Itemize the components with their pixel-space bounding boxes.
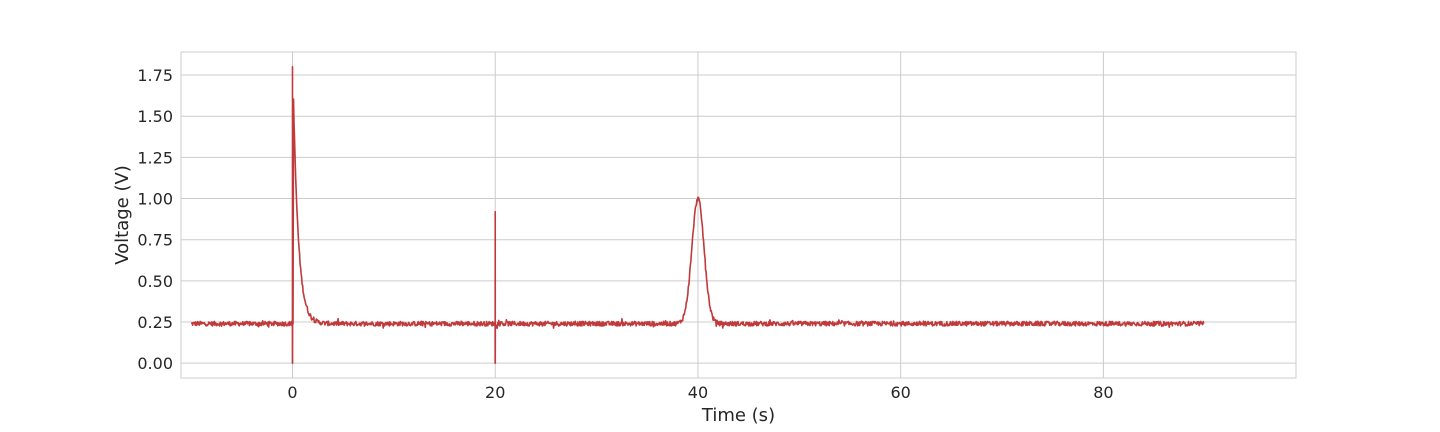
x-tick-label: 20 — [485, 383, 505, 402]
voltage-series — [190, 66, 1205, 364]
y-grid-lines — [181, 74, 1296, 364]
y-tick-labels: 0.00 0.25 0.50 0.75 1.00 1.25 1.50 1.75 — [137, 66, 173, 373]
x-tick-label: 80 — [1093, 383, 1113, 402]
y-tick-label: 1.50 — [137, 107, 173, 126]
x-tick-label: 40 — [688, 383, 708, 402]
y-tick-label: 0.75 — [137, 231, 173, 250]
x-tick-label: 60 — [891, 383, 911, 402]
y-axis-label: Voltage (V) — [112, 165, 133, 265]
y-tick-label: 0.50 — [137, 272, 173, 291]
y-tick-label: 0.25 — [137, 313, 173, 332]
y-tick-label: 1.75 — [137, 66, 173, 85]
x-tick-label: 0 — [287, 383, 297, 402]
x-grid-lines — [292, 52, 1104, 378]
x-tick-labels: 0 20 40 60 80 — [287, 383, 1113, 402]
y-tick-label: 1.25 — [137, 148, 173, 167]
plot-frame — [180, 51, 1297, 379]
y-tick-label: 0.00 — [137, 354, 173, 373]
y-tick-label: 1.00 — [137, 190, 173, 209]
voltage-line — [190, 66, 1205, 364]
x-axis-label: Time (s) — [701, 405, 775, 426]
